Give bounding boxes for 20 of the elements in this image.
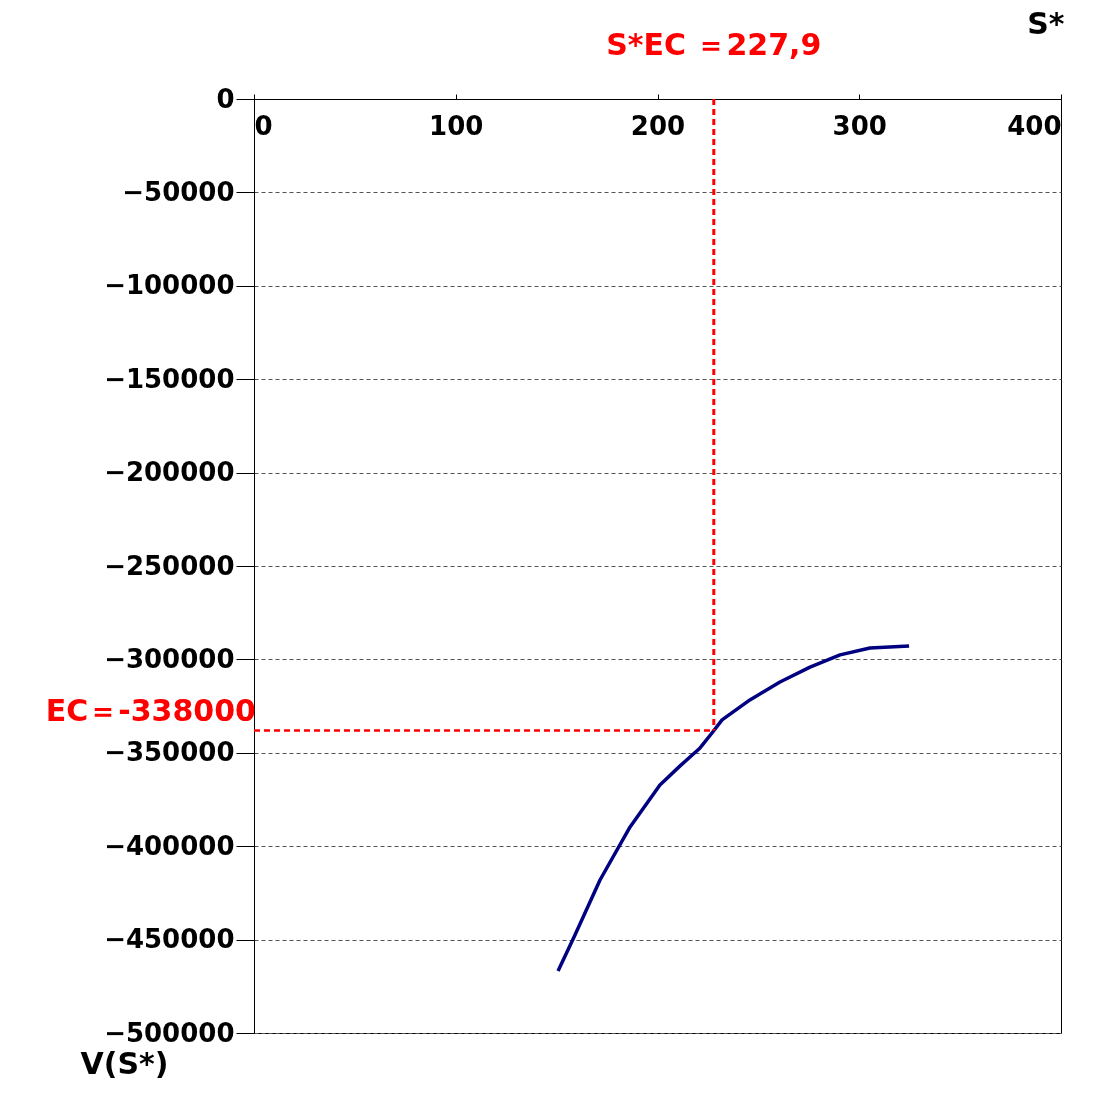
y-tick-label: −450000 [104, 924, 235, 955]
x-tick-label: 0 [254, 110, 273, 141]
x-tick-label: 300 [832, 110, 887, 141]
y-tick-label: −300000 [104, 643, 235, 674]
y-tick-label: −250000 [104, 550, 235, 581]
y-axis-title: V(S*) [80, 1045, 169, 1081]
y-tick-label: 0 [216, 83, 235, 114]
y-tick-label: −150000 [104, 363, 235, 394]
y-tick-label: −50000 [122, 176, 235, 207]
y-tick-label: −100000 [104, 270, 235, 301]
ref-line-label: S*EC ＝227,9 [606, 27, 822, 62]
y-tick-label: −350000 [104, 737, 235, 768]
line-series [556, 644, 911, 973]
x-axis-title: S* [1027, 5, 1065, 41]
y-tick-label: −400000 [104, 830, 235, 861]
x-tick-label: 400 [1007, 110, 1062, 141]
y-tick-label: −200000 [104, 457, 235, 488]
x-tick-label: 200 [630, 110, 686, 141]
x-tick-label: 100 [429, 110, 484, 141]
y-tick-label: −500000 [104, 1017, 235, 1048]
